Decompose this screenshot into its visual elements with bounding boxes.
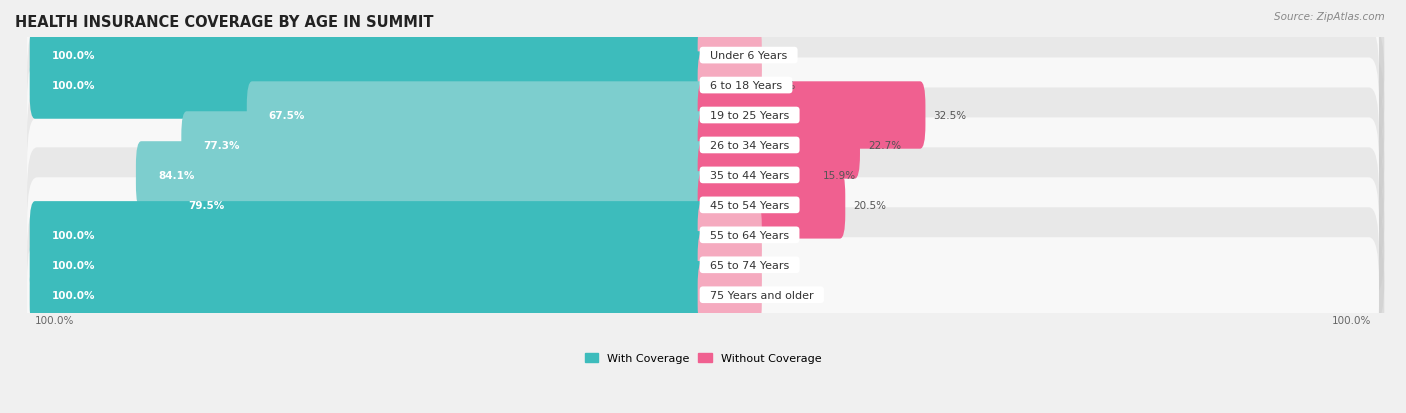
FancyBboxPatch shape [697, 22, 762, 90]
Text: 20.5%: 20.5% [853, 200, 886, 210]
Text: Source: ZipAtlas.com: Source: ZipAtlas.com [1274, 12, 1385, 22]
FancyBboxPatch shape [28, 209, 1385, 324]
Text: Under 6 Years: Under 6 Years [703, 51, 794, 61]
FancyBboxPatch shape [27, 88, 1379, 203]
FancyBboxPatch shape [28, 0, 1385, 115]
Text: 77.3%: 77.3% [204, 140, 240, 151]
Text: HEALTH INSURANCE COVERAGE BY AGE IN SUMMIT: HEALTH INSURANCE COVERAGE BY AGE IN SUMM… [15, 15, 433, 30]
FancyBboxPatch shape [27, 58, 1379, 173]
FancyBboxPatch shape [28, 239, 1385, 354]
Text: 6 to 18 Years: 6 to 18 Years [703, 81, 789, 91]
Text: 79.5%: 79.5% [188, 200, 225, 210]
Text: 100.0%: 100.0% [1331, 316, 1371, 325]
Text: 67.5%: 67.5% [269, 111, 305, 121]
FancyBboxPatch shape [697, 232, 762, 299]
Text: 0.0%: 0.0% [770, 260, 796, 270]
FancyBboxPatch shape [697, 261, 762, 329]
FancyBboxPatch shape [27, 0, 1379, 113]
Text: 100.0%: 100.0% [52, 260, 96, 270]
Text: 0.0%: 0.0% [770, 290, 796, 300]
Text: 0.0%: 0.0% [770, 230, 796, 240]
FancyBboxPatch shape [30, 202, 709, 269]
Text: 45 to 54 Years: 45 to 54 Years [703, 200, 796, 210]
Text: 84.1%: 84.1% [157, 171, 194, 180]
FancyBboxPatch shape [30, 22, 709, 90]
Text: 35 to 44 Years: 35 to 44 Years [703, 171, 796, 180]
Text: 100.0%: 100.0% [52, 51, 96, 61]
Text: 100.0%: 100.0% [52, 290, 96, 300]
Text: 0.0%: 0.0% [770, 51, 796, 61]
FancyBboxPatch shape [27, 118, 1379, 233]
Text: 32.5%: 32.5% [934, 111, 966, 121]
FancyBboxPatch shape [27, 28, 1379, 143]
Text: 26 to 34 Years: 26 to 34 Years [703, 140, 796, 151]
FancyBboxPatch shape [697, 172, 845, 239]
Text: 100.0%: 100.0% [52, 230, 96, 240]
FancyBboxPatch shape [27, 208, 1379, 323]
FancyBboxPatch shape [697, 202, 762, 269]
Text: 0.0%: 0.0% [770, 81, 796, 91]
FancyBboxPatch shape [28, 120, 1385, 235]
FancyBboxPatch shape [30, 52, 709, 119]
FancyBboxPatch shape [28, 60, 1385, 175]
FancyBboxPatch shape [167, 172, 709, 239]
FancyBboxPatch shape [247, 82, 709, 150]
Text: 100.0%: 100.0% [52, 81, 96, 91]
FancyBboxPatch shape [697, 142, 814, 209]
FancyBboxPatch shape [28, 90, 1385, 205]
FancyBboxPatch shape [28, 150, 1385, 264]
FancyBboxPatch shape [697, 82, 925, 150]
Text: 22.7%: 22.7% [868, 140, 901, 151]
FancyBboxPatch shape [30, 232, 709, 299]
FancyBboxPatch shape [27, 178, 1379, 293]
Text: 75 Years and older: 75 Years and older [703, 290, 821, 300]
Text: 15.9%: 15.9% [823, 171, 856, 180]
Text: 55 to 64 Years: 55 to 64 Years [703, 230, 796, 240]
FancyBboxPatch shape [27, 148, 1379, 263]
FancyBboxPatch shape [28, 30, 1385, 145]
FancyBboxPatch shape [697, 112, 860, 179]
FancyBboxPatch shape [136, 142, 709, 209]
FancyBboxPatch shape [697, 52, 762, 119]
Text: 65 to 74 Years: 65 to 74 Years [703, 260, 796, 270]
FancyBboxPatch shape [30, 261, 709, 329]
FancyBboxPatch shape [181, 112, 709, 179]
FancyBboxPatch shape [28, 180, 1385, 294]
Legend: With Coverage, Without Coverage: With Coverage, Without Coverage [581, 349, 825, 368]
FancyBboxPatch shape [27, 237, 1379, 352]
Text: 100.0%: 100.0% [35, 316, 75, 325]
Text: 19 to 25 Years: 19 to 25 Years [703, 111, 796, 121]
